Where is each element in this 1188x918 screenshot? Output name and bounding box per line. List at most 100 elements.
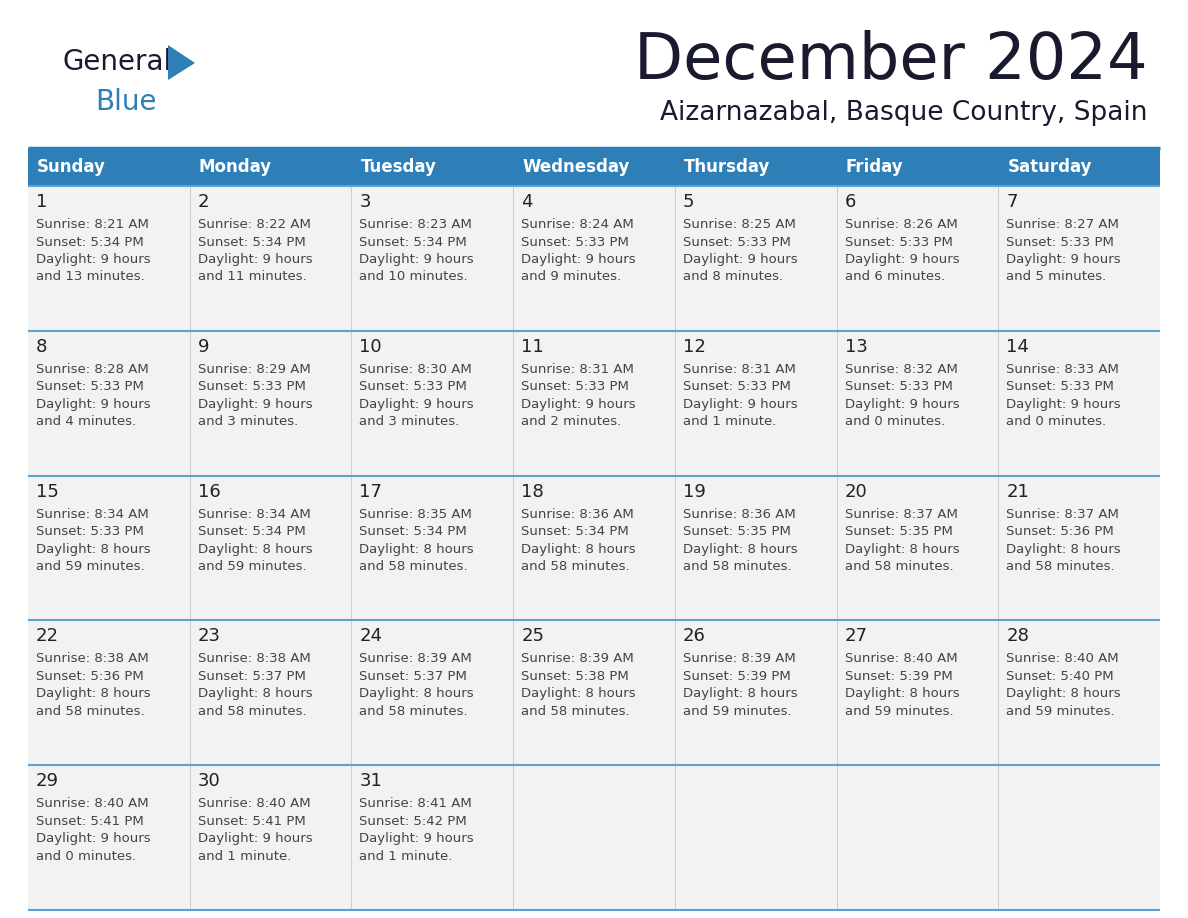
Text: Monday: Monday [198,158,272,176]
Bar [998,330,1159,476]
Text: Daylight: 9 hours: Daylight: 9 hours [845,253,959,266]
Text: 12: 12 [683,338,706,356]
Text: and 59 minutes.: and 59 minutes. [1006,705,1114,718]
Text: Sunset: 5:33 PM: Sunset: 5:33 PM [1006,380,1114,393]
Text: and 13 minutes.: and 13 minutes. [36,271,145,284]
Text: 17: 17 [360,483,383,500]
Text: 5: 5 [683,193,694,211]
Text: and 59 minutes.: and 59 minutes. [36,560,145,573]
Text: and 58 minutes.: and 58 minutes. [1006,560,1114,573]
Text: and 59 minutes.: and 59 minutes. [197,560,307,573]
Bar [352,330,513,476]
Text: Sunrise: 8:36 AM: Sunrise: 8:36 AM [522,508,634,521]
Text: and 1 minute.: and 1 minute. [360,850,453,863]
Bar [836,186,998,330]
Text: Daylight: 8 hours: Daylight: 8 hours [1006,543,1121,555]
Bar [836,330,998,476]
Text: Daylight: 9 hours: Daylight: 9 hours [360,833,474,845]
Text: Sunset: 5:33 PM: Sunset: 5:33 PM [845,380,953,393]
Text: 20: 20 [845,483,867,500]
Text: General: General [62,48,171,76]
Text: and 2 minutes.: and 2 minutes. [522,415,621,429]
Bar [675,621,836,766]
Text: Sunset: 5:38 PM: Sunset: 5:38 PM [522,670,628,683]
Text: Thursday: Thursday [684,158,770,176]
Text: and 58 minutes.: and 58 minutes. [360,705,468,718]
Text: and 0 minutes.: and 0 minutes. [1006,415,1106,429]
Text: Daylight: 9 hours: Daylight: 9 hours [522,253,636,266]
Text: Sunset: 5:33 PM: Sunset: 5:33 PM [522,236,628,249]
Text: Sunrise: 8:23 AM: Sunrise: 8:23 AM [360,218,473,231]
Text: Daylight: 9 hours: Daylight: 9 hours [36,253,151,266]
Text: and 58 minutes.: and 58 minutes. [845,560,953,573]
Text: 31: 31 [360,772,383,790]
Bar [29,148,190,186]
Text: 1: 1 [36,193,48,211]
Text: Sunrise: 8:32 AM: Sunrise: 8:32 AM [845,363,958,375]
Text: Daylight: 9 hours: Daylight: 9 hours [197,253,312,266]
Text: Sunset: 5:42 PM: Sunset: 5:42 PM [360,814,467,828]
Bar [513,186,675,330]
Text: 26: 26 [683,627,706,645]
Text: Sunrise: 8:36 AM: Sunrise: 8:36 AM [683,508,796,521]
Text: and 8 minutes.: and 8 minutes. [683,271,783,284]
Text: 28: 28 [1006,627,1029,645]
Text: 11: 11 [522,338,544,356]
Text: Sunrise: 8:21 AM: Sunrise: 8:21 AM [36,218,148,231]
Bar [352,476,513,621]
Text: and 58 minutes.: and 58 minutes. [522,705,630,718]
Text: Daylight: 9 hours: Daylight: 9 hours [197,833,312,845]
Text: Friday: Friday [846,158,903,176]
Text: Aizarnazabal, Basque Country, Spain: Aizarnazabal, Basque Country, Spain [661,100,1148,126]
Text: 29: 29 [36,772,59,790]
Bar [675,148,836,186]
Text: Sunset: 5:34 PM: Sunset: 5:34 PM [197,236,305,249]
Text: Sunrise: 8:34 AM: Sunrise: 8:34 AM [36,508,148,521]
Text: Daylight: 9 hours: Daylight: 9 hours [522,397,636,410]
Text: and 11 minutes.: and 11 minutes. [197,271,307,284]
Text: Daylight: 8 hours: Daylight: 8 hours [683,543,797,555]
Text: and 1 minute.: and 1 minute. [683,415,776,429]
Text: Sunrise: 8:33 AM: Sunrise: 8:33 AM [1006,363,1119,375]
Text: and 58 minutes.: and 58 minutes. [36,705,145,718]
Bar [513,148,675,186]
Text: Tuesday: Tuesday [360,158,436,176]
Text: Sunset: 5:33 PM: Sunset: 5:33 PM [36,380,144,393]
Text: Sunrise: 8:27 AM: Sunrise: 8:27 AM [1006,218,1119,231]
Text: Wednesday: Wednesday [523,158,630,176]
Text: 7: 7 [1006,193,1018,211]
Text: Sunset: 5:36 PM: Sunset: 5:36 PM [36,670,144,683]
Text: Sunset: 5:35 PM: Sunset: 5:35 PM [683,525,791,538]
Text: 13: 13 [845,338,867,356]
Text: and 0 minutes.: and 0 minutes. [845,415,944,429]
Text: Sunset: 5:33 PM: Sunset: 5:33 PM [522,380,628,393]
Bar [998,621,1159,766]
Bar [998,186,1159,330]
Bar [836,621,998,766]
Text: 22: 22 [36,627,59,645]
Text: Sunset: 5:36 PM: Sunset: 5:36 PM [1006,525,1114,538]
Text: Sunset: 5:33 PM: Sunset: 5:33 PM [197,380,305,393]
Text: Sunset: 5:37 PM: Sunset: 5:37 PM [360,670,467,683]
Bar [675,186,836,330]
Text: Sunrise: 8:30 AM: Sunrise: 8:30 AM [360,363,472,375]
Text: Daylight: 9 hours: Daylight: 9 hours [360,397,474,410]
Text: 4: 4 [522,193,532,211]
Bar [998,476,1159,621]
Bar [513,766,675,910]
Text: Sunrise: 8:26 AM: Sunrise: 8:26 AM [845,218,958,231]
Text: Blue: Blue [95,88,157,116]
Text: Daylight: 8 hours: Daylight: 8 hours [522,543,636,555]
Text: Sunrise: 8:29 AM: Sunrise: 8:29 AM [197,363,310,375]
Text: and 6 minutes.: and 6 minutes. [845,271,944,284]
Text: Daylight: 9 hours: Daylight: 9 hours [845,397,959,410]
Text: 16: 16 [197,483,221,500]
Text: Sunday: Sunday [37,158,106,176]
Text: Sunset: 5:33 PM: Sunset: 5:33 PM [683,380,791,393]
Text: 23: 23 [197,627,221,645]
Text: Sunrise: 8:40 AM: Sunrise: 8:40 AM [197,797,310,811]
Text: Daylight: 8 hours: Daylight: 8 hours [522,688,636,700]
Bar [29,476,190,621]
Text: Daylight: 9 hours: Daylight: 9 hours [360,253,474,266]
Text: Daylight: 8 hours: Daylight: 8 hours [845,543,959,555]
